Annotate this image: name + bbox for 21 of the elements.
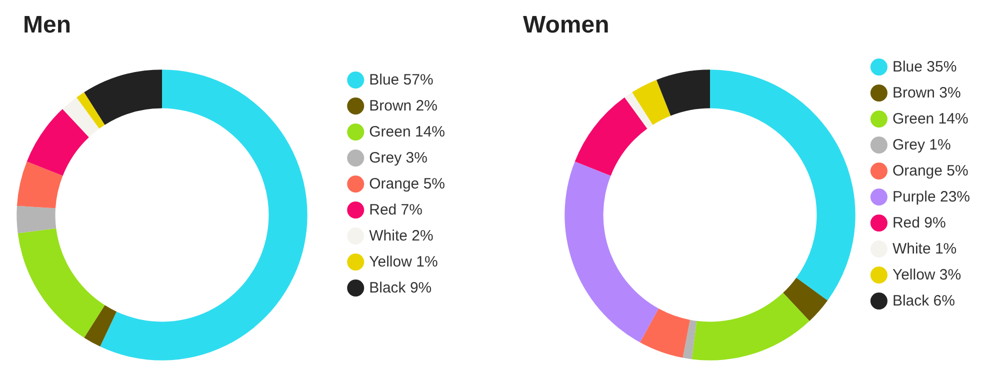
legend-label: Yellow 1% xyxy=(369,254,438,270)
legend-label: Green 14% xyxy=(369,124,446,140)
legend-label: Brown 2% xyxy=(369,98,438,114)
legend-label: White 2% xyxy=(369,228,434,244)
legend-label: Brown 3% xyxy=(892,84,961,102)
legend-label: Purple 23% xyxy=(892,188,970,206)
legend-label: Orange 5% xyxy=(892,162,968,180)
legend-label: Black 6% xyxy=(892,292,955,310)
legend-label: Red 9% xyxy=(892,214,946,232)
legend-label: Grey 1% xyxy=(892,136,951,154)
chart-title: Men xyxy=(23,12,71,38)
legend-label: Yellow 3% xyxy=(892,266,962,284)
legend-label: Green 14% xyxy=(892,110,968,128)
legend-label: Blue 57% xyxy=(369,72,434,88)
legend-label: Grey 3% xyxy=(369,150,428,166)
legend-label: Red 7% xyxy=(369,202,422,218)
legend-label: White 1% xyxy=(892,240,957,258)
legend-label: Orange 5% xyxy=(369,176,446,192)
legend-label: Black 9% xyxy=(369,280,432,296)
legend-label: Blue 35% xyxy=(892,58,957,76)
chart-title: Women xyxy=(523,12,610,38)
